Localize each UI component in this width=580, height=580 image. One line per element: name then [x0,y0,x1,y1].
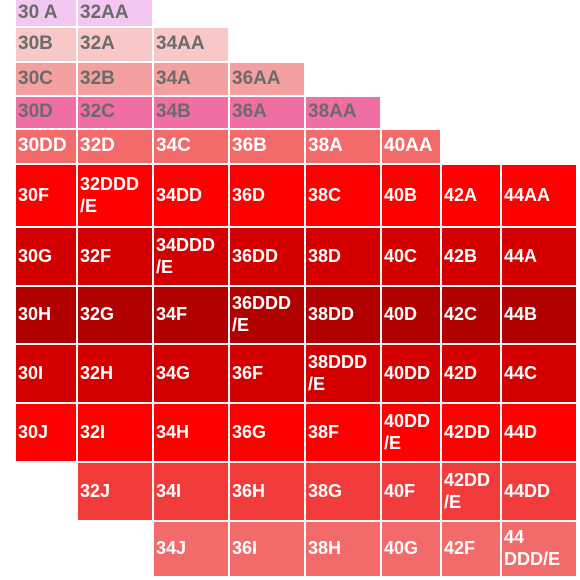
size-cell-38ddd-e: 38DDD /E [306,345,380,402]
size-cell-30i: 30I [16,345,76,402]
size-cell-40dd-e: 40DD /E [382,404,440,461]
size-cell-30h: 30H [16,287,76,343]
size-cell-34h: 34H [154,404,228,461]
size-cell-38c: 38C [306,165,380,226]
size-cell-34i: 34I [154,463,228,520]
size-cell-32h: 32H [78,345,152,402]
size-cell-30a: 30 A [16,0,76,26]
size-cell-32b: 32B [78,63,152,95]
size-cell-42a: 42A [442,165,500,226]
size-cell-34f: 34F [154,287,228,343]
size-cell-36d: 36D [230,165,304,226]
size-cell-36aa: 36AA [230,63,304,95]
size-cell-42d: 42D [442,345,500,402]
size-cell-32aa: 32AA [78,0,152,26]
size-cell-30dd: 30DD [16,130,76,163]
size-cell-42dd: 42DD [442,404,500,461]
size-cell-44b: 44B [502,287,576,343]
size-cell-44dd: 44DD [502,463,576,520]
size-cell-36b: 36B [230,130,304,163]
size-cell-34a: 34A [154,63,228,95]
size-cell-30f: 30F [16,165,76,226]
size-cell-32f: 32F [78,228,152,285]
size-cell-40g: 40G [382,522,440,576]
size-cell-40c: 40C [382,228,440,285]
size-cell-34aa: 34AA [154,28,228,61]
size-cell-44c: 44C [502,345,576,402]
size-cell-36h: 36H [230,463,304,520]
size-cell-44aa: 44AA [502,165,576,226]
size-cell-32i: 32I [78,404,152,461]
size-cell-38g: 38G [306,463,380,520]
size-cell-30g: 30G [16,228,76,285]
size-cell-38d: 38D [306,228,380,285]
size-cell-44a: 44A [502,228,576,285]
size-cell-30b: 30B [16,28,76,61]
size-cell-32ddd-e: 32DDD /E [78,165,152,226]
size-cell-40d: 40D [382,287,440,343]
size-cell-34g: 34G [154,345,228,402]
size-cell-36a: 36A [230,97,304,128]
size-cell-38dd: 38DD [306,287,380,343]
size-cell-40b: 40B [382,165,440,226]
size-cell-42b: 42B [442,228,500,285]
size-cell-34dd: 34DD [154,165,228,226]
size-cell-42dd-e: 42DD /E [442,463,500,520]
size-cell-36ddd-e: 36DDD /E [230,287,304,343]
size-cell-38f: 38F [306,404,380,461]
size-cell-34j: 34J [154,522,228,576]
size-cell-32d: 32D [78,130,152,163]
size-cell-34ddd-e: 34DDD /E [154,228,228,285]
size-cell-38aa: 38AA [306,97,380,128]
size-cell-42c: 42C [442,287,500,343]
size-cell-44d: 44D [502,404,576,461]
size-cell-38h: 38H [306,522,380,576]
size-cell-36i: 36I [230,522,304,576]
size-cell-36f: 36F [230,345,304,402]
size-cell-32a: 32A [78,28,152,61]
size-cell-30j: 30J [16,404,76,461]
size-cell-36g: 36G [230,404,304,461]
size-cell-42f: 42F [442,522,500,576]
size-cell-30c: 30C [16,63,76,95]
size-cell-32g: 32G [78,287,152,343]
size-cell-36dd: 36DD [230,228,304,285]
size-cell-38a: 38A [306,130,380,163]
size-cell-40dd: 40DD [382,345,440,402]
size-cell-40aa: 40AA [382,130,440,163]
size-cell-34c: 34C [154,130,228,163]
size-cell-30d: 30D [16,97,76,128]
size-cell-34b: 34B [154,97,228,128]
size-cell-32c: 32C [78,97,152,128]
size-cell-40f: 40F [382,463,440,520]
size-cell-32j: 32J [78,463,152,520]
size-cell-44ddd-e: 44 DDD/E [502,522,576,576]
